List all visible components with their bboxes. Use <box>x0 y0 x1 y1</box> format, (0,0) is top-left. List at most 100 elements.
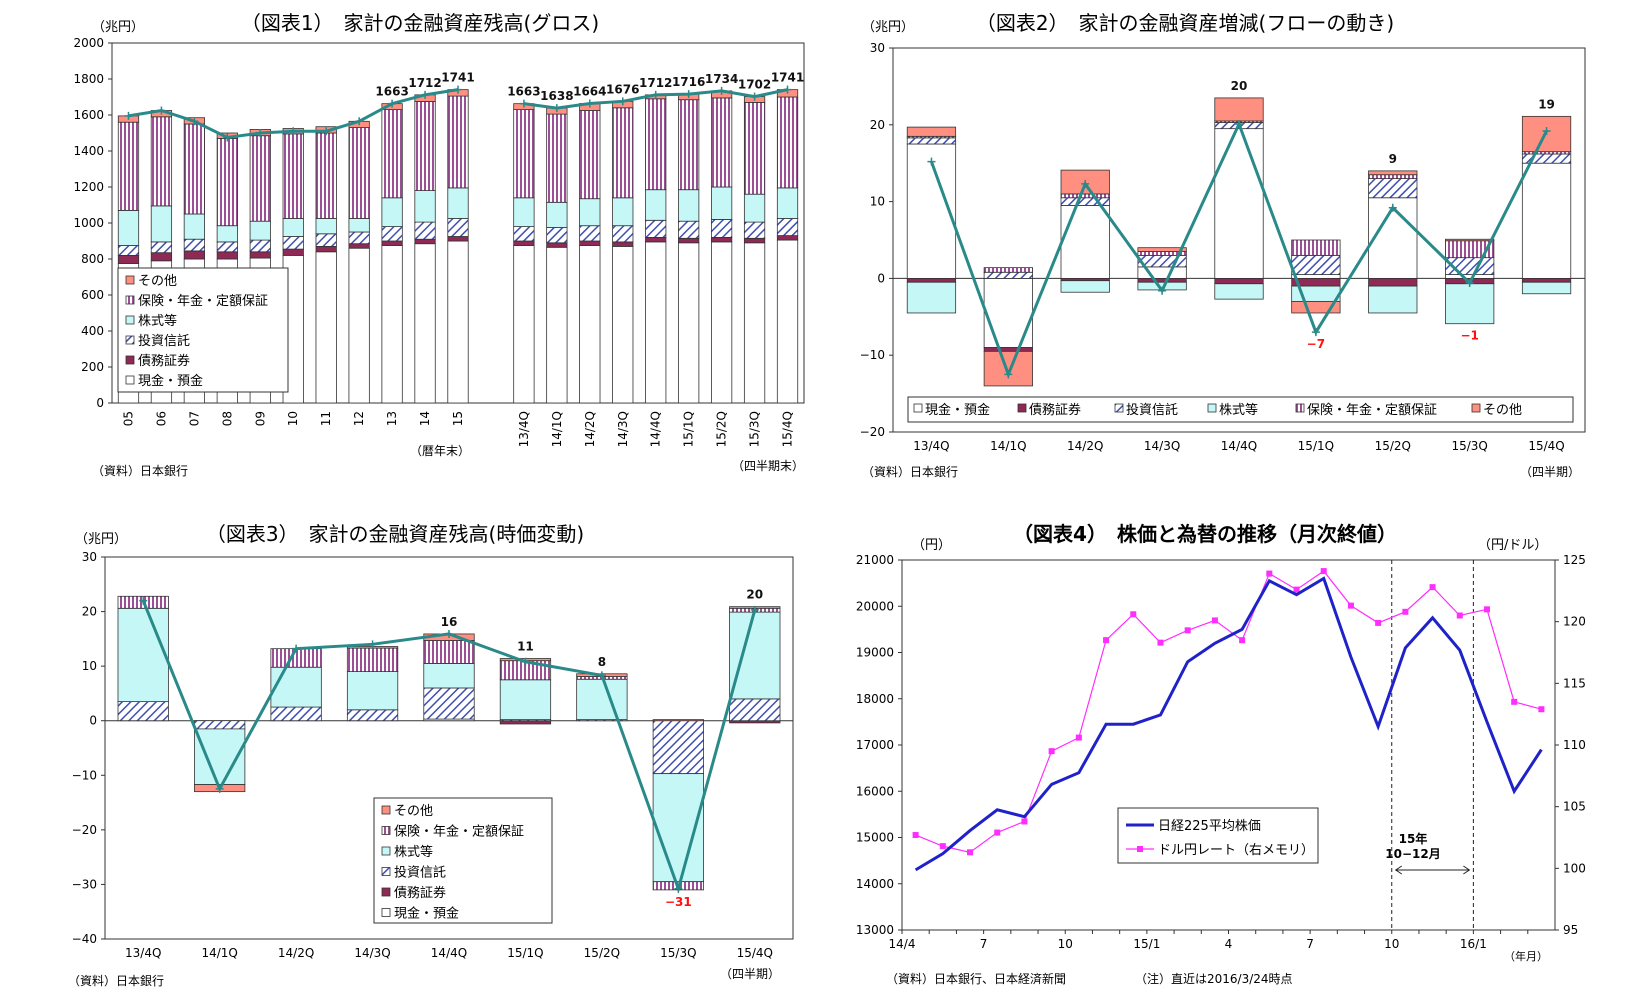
total-line-marker <box>651 90 660 99</box>
bar-segment-bonds <box>579 240 601 246</box>
bar-segment-stocks <box>1445 283 1495 325</box>
chart3-x-axis: 13/4Q 14/1Q 14/2Q 14/3Q 14/4Q 15/1Q 15/2Q 15/3Q… <box>125 946 773 960</box>
y-tick-label: 0 <box>96 396 104 410</box>
data-label: −1 <box>1460 329 1478 343</box>
legend-swatch-cash <box>913 403 923 413</box>
chart4-shade-note-1: 15年 <box>1399 831 1428 846</box>
bar-segment-trusts <box>282 236 304 250</box>
data-label: 1676 <box>606 82 639 96</box>
chart1-x-axis: 05 06 07 08 09 10 11 12 13 14 15 13/4Q 14/1Q 14/2Q 14/… <box>121 411 794 447</box>
bar-segment-bonds <box>612 241 634 247</box>
bar-segment-other <box>1214 97 1264 122</box>
bar-segment-bonds <box>315 245 337 253</box>
chart3-unit-label: （兆円） <box>75 532 127 547</box>
bar-segment-trusts <box>423 687 475 720</box>
bar-segment-bonds <box>513 240 535 246</box>
legend-label: 現金・預金 <box>394 906 459 922</box>
bar-segment-stocks <box>743 193 766 223</box>
bar-segment-stocks <box>447 187 469 219</box>
total-line-marker <box>292 644 301 653</box>
bar-segment-trusts <box>315 233 337 247</box>
total-line-marker <box>421 90 430 99</box>
x-tick-label: 15/1Q <box>682 411 696 447</box>
bar-segment-stocks <box>499 679 552 721</box>
usd-jpy-point <box>967 849 974 856</box>
bar-segment-insurance <box>711 97 733 188</box>
total-line-marker <box>1542 126 1551 135</box>
x-tick-label: 13/4Q <box>913 439 949 453</box>
chart2-legend: 現金・預金 債務証券 投資信託 株式等 保険・年金・定額保証 その他 <box>907 396 1574 423</box>
bar-segment-trusts <box>117 701 169 722</box>
bar-segment-cash <box>743 242 766 404</box>
x-tick-label: 15/2Q <box>1375 439 1411 453</box>
right-y-tick-label: 115 <box>1563 676 1586 690</box>
y-tick-label: 30 <box>82 550 97 564</box>
legend-swatch-insurance <box>125 295 135 305</box>
data-label: 1734 <box>705 72 738 86</box>
legend-label: その他 <box>394 804 433 819</box>
x-tick-label: 15/4Q <box>1528 439 1564 453</box>
bar-segment-trusts <box>194 720 246 730</box>
bar-segment-stocks <box>576 678 628 721</box>
y-tick-label: 1000 <box>73 216 104 230</box>
y-tick-label: −30 <box>72 877 97 891</box>
period-arrow <box>1394 865 1471 875</box>
bar-segment-bonds <box>150 252 173 262</box>
legend-label: 現金・預金 <box>925 402 990 418</box>
total-line-marker <box>355 117 364 126</box>
legend-swatch-trusts <box>381 867 391 876</box>
right-y-tick-label: 95 <box>1563 923 1578 937</box>
bar-segment-insurance <box>249 135 271 222</box>
chart2-x-note: （四半期） <box>1520 465 1580 479</box>
bar-segment-cash <box>711 241 733 404</box>
legend-label: ドル円レート（右メモリ） <box>1158 843 1314 858</box>
x-tick-label: 15/2Q <box>584 946 620 960</box>
bar-segment-bonds <box>216 251 238 260</box>
bar-segment-trusts <box>1368 178 1418 199</box>
usd-jpy-point <box>1184 627 1191 634</box>
y-tick-label: −20 <box>860 425 885 439</box>
usd-jpy-point <box>1375 619 1382 626</box>
legend-swatch-stocks <box>381 846 391 856</box>
total-line-marker <box>1388 203 1397 212</box>
y-tick-label: 20 <box>870 118 885 132</box>
x-tick-label: 10 <box>1384 937 1399 951</box>
y-tick-label: 0 <box>89 714 97 728</box>
bar-segment-bonds <box>414 238 436 245</box>
y-tick-label: 400 <box>81 324 104 338</box>
total-line-marker <box>597 671 606 680</box>
legend-swatch-insurance <box>1295 403 1305 413</box>
bar-segment-trusts <box>711 218 733 238</box>
usd-jpy-point <box>994 829 1001 836</box>
bar-segment-bonds <box>249 251 271 259</box>
total-line-marker <box>322 127 331 136</box>
usd-jpy-point <box>1103 637 1110 644</box>
bar-segment-trusts <box>117 245 140 256</box>
data-label: 1702 <box>738 78 771 92</box>
data-label: 1638 <box>540 89 573 103</box>
legend-swatch-cash <box>381 908 391 917</box>
usd-jpy-point <box>1402 608 1409 615</box>
bar-segment-insurance <box>423 640 475 664</box>
legend-label: 日経225平均株価 <box>1158 819 1261 834</box>
bar-segment-cash <box>1521 162 1572 279</box>
bar-segment-cash <box>579 245 601 404</box>
total-line-marker <box>215 784 224 793</box>
bar-segment-stocks <box>414 190 436 223</box>
right-y-tick-label: 110 <box>1563 738 1586 752</box>
bar-segment-trusts <box>183 238 205 252</box>
x-tick-label: 7 <box>1306 937 1314 951</box>
legend-swatch-stocks <box>125 315 135 325</box>
bar-segment-trusts <box>612 225 634 243</box>
x-tick-label: 14/1Q <box>201 946 237 960</box>
y-tick-label: −10 <box>72 768 97 782</box>
bar-segment-trusts <box>216 241 238 253</box>
bar-segment-trusts <box>270 706 322 722</box>
legend-swatch-cash <box>125 375 135 385</box>
chart3-source: （資料）日本銀行 <box>68 974 164 988</box>
chart4-source: （資料）日本銀行、日本経済新聞 <box>886 971 1066 986</box>
usd-jpy-point <box>1320 568 1327 575</box>
bar-segment-bonds <box>1521 277 1572 283</box>
bar-segment-bonds <box>711 236 733 243</box>
chart4-shade-note-2: 10−12月 <box>1385 847 1440 861</box>
